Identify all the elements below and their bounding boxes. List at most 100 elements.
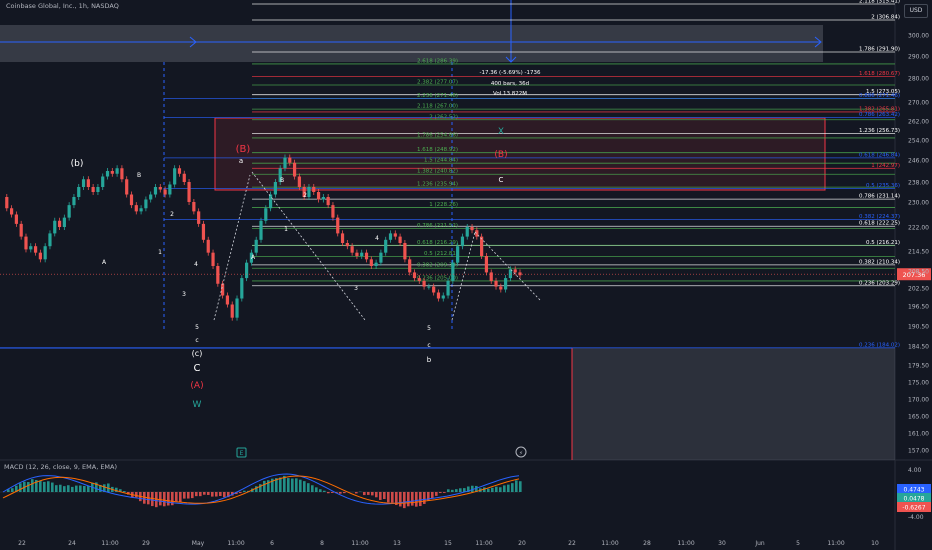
- macd-histogram-bar: [367, 492, 370, 495]
- candle-body: [369, 259, 373, 266]
- macd-histogram-bar: [303, 481, 306, 492]
- candle-body: [67, 205, 71, 218]
- candle-body: [408, 259, 412, 273]
- wave-label: 1: [284, 226, 288, 233]
- price-tick-label: 222.00: [908, 225, 929, 232]
- macd-histogram-bar: [15, 485, 18, 492]
- time-axis-label: 29: [142, 540, 150, 547]
- macd-histogram-bar: [19, 483, 22, 492]
- time-axis-label: 11:00: [601, 540, 618, 547]
- candle-body: [249, 252, 254, 263]
- macd-histogram-bar: [339, 492, 342, 494]
- fib-level-label: 2.382 (277.07): [417, 80, 458, 86]
- macd-histogram-bar: [467, 486, 470, 492]
- currency-button[interactable]: USD: [904, 4, 928, 18]
- wave-label: B: [137, 172, 141, 179]
- candle-body: [374, 262, 378, 266]
- candle-body: [125, 179, 129, 195]
- candle-body: [475, 230, 479, 237]
- macd-histogram-bar: [399, 492, 402, 507]
- macd-histogram-bar: [207, 492, 210, 495]
- fib-level-label: 0.236 (205.00): [417, 275, 458, 281]
- macd-histogram-bar: [51, 482, 54, 492]
- macd-histogram-bar: [263, 480, 266, 492]
- fib-level-label: 2 (306.84): [871, 15, 900, 21]
- fib-level-label: 1.618 (280.67): [859, 71, 900, 77]
- candle-body: [460, 236, 465, 247]
- candle-body: [62, 217, 66, 227]
- trendline: [251, 171, 366, 321]
- signal-line: [2, 475, 520, 504]
- fib-level-label: 1.236 (256.73): [859, 128, 900, 134]
- macd-histogram-bar: [115, 487, 118, 492]
- candle-body: [499, 286, 503, 290]
- time-axis-label: 15: [444, 540, 452, 547]
- candle-body: [436, 292, 441, 299]
- macd-value-badge: [897, 493, 931, 503]
- candle-body: [53, 220, 57, 234]
- candle-body: [480, 236, 484, 256]
- macd-histogram-bar: [151, 492, 154, 507]
- candle-body: [379, 252, 383, 263]
- macd-histogram-bar: [519, 481, 522, 492]
- macd-histogram-bar: [255, 486, 258, 492]
- macd-histogram-bar: [439, 492, 442, 494]
- macd-histogram-bar: [171, 492, 174, 506]
- macd-histogram-bar: [267, 480, 270, 492]
- candle-body: [403, 243, 407, 260]
- price-tick-label: 165.00: [908, 414, 929, 421]
- candle-body: [259, 220, 263, 240]
- macd-histogram-bar: [67, 485, 70, 492]
- candle-body: [144, 199, 148, 209]
- macd-histogram-bar: [175, 492, 178, 502]
- price-tick-label: 161.00: [908, 431, 929, 438]
- time-axis-label: 22: [568, 540, 576, 547]
- wave-label: 4: [194, 261, 198, 268]
- macd-value-label: -0.6267: [902, 505, 925, 512]
- macd-histogram-bar: [295, 478, 298, 492]
- arrow-icon: [189, 36, 197, 48]
- fib-level-label: 2.118 (267.00): [417, 104, 458, 110]
- time-axis-label: 11:00: [101, 540, 118, 547]
- candle-body: [163, 189, 167, 195]
- candle-body: [489, 272, 493, 281]
- candle-body: [24, 236, 28, 250]
- candle-body: [43, 246, 47, 260]
- macd-histogram-bar: [495, 486, 498, 492]
- fib-level-label: 1.382 (240.82): [417, 169, 458, 175]
- macd-histogram-bar: [195, 492, 198, 497]
- candle-body: [139, 208, 143, 212]
- candle-body: [168, 184, 172, 195]
- candle-body: [292, 162, 297, 177]
- macd-histogram-bar: [275, 478, 278, 492]
- earnings-icon: E: [240, 450, 244, 457]
- measure-label: 400 bars, 36d: [491, 81, 529, 87]
- fib-level-label: 2.118 (315.41): [859, 0, 900, 5]
- fib-level-label: 0.236 (184.02): [859, 342, 900, 348]
- macd-histogram-bar: [63, 486, 66, 492]
- macd-histogram-bar: [239, 492, 242, 494]
- measure-label: -17.36 (-5.69%) -1736: [480, 70, 541, 76]
- price-tick-label: 230.00: [908, 200, 929, 207]
- fib-level-label: 0.382 (210.34): [859, 259, 900, 265]
- candle-body: [115, 168, 119, 174]
- candle-body: [316, 192, 321, 200]
- macd-value-badge: [897, 484, 931, 494]
- macd-histogram-bar: [27, 482, 30, 492]
- macd-histogram-bar: [83, 485, 86, 492]
- candle-body: [321, 197, 325, 200]
- lightning-icon: ⚡: [519, 450, 523, 457]
- price-tick-label: 170.00: [908, 397, 929, 404]
- fib-level-label: 1 (228.26): [429, 202, 458, 208]
- candle-body: [105, 171, 110, 177]
- candle-body: [86, 179, 90, 187]
- macd-histogram-bar: [279, 477, 282, 492]
- fib-level-label: 0.5 (216.21): [866, 240, 900, 246]
- lightning-icon: [515, 446, 527, 458]
- candle-body: [350, 246, 354, 253]
- macd-histogram-bar: [71, 486, 74, 492]
- candle-body: [129, 194, 134, 206]
- fib-level-label: 1.786 (291.90): [859, 47, 900, 53]
- candle-body: [446, 280, 450, 296]
